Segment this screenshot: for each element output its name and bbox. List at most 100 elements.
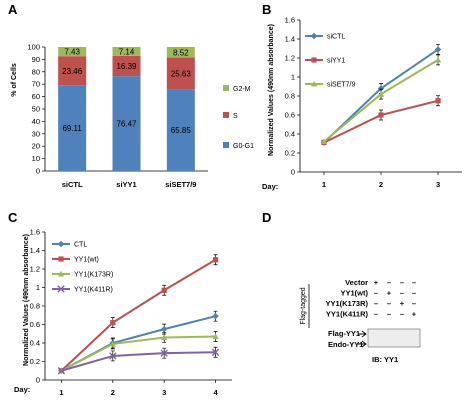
panel-c-series-line (60, 258, 217, 372)
panel-c-legend-label: YY1(K173R) (74, 272, 113, 279)
panel-c-data-point (109, 352, 117, 360)
panel-a-legend-label: S (233, 113, 238, 120)
panel-d-mark: – (374, 299, 378, 308)
panel-c-data-point (212, 333, 219, 340)
panel-b-data-point (377, 90, 385, 97)
panel-c-legend-marker (57, 285, 65, 293)
panel-b-series-line (323, 99, 439, 144)
panel-d-row-label: YY1(K173R) (325, 299, 368, 308)
panel-d-mark: – (387, 278, 391, 287)
panel-d-mark: – (412, 278, 416, 287)
panel-a-legend-label: G0-G1 (233, 143, 254, 150)
panel-b-data-point (320, 138, 328, 145)
panel-a-ytick-label: 70 (32, 80, 40, 89)
panel-c-ytick-label: 1.6 (30, 228, 40, 237)
panel-b-xtick-label: 3 (436, 180, 440, 189)
band-label-endo-yy1: Endo-YY1 (328, 340, 363, 349)
panel-c-xtick-label: 3 (162, 388, 166, 397)
panel-a-segment-label: 65.85 (171, 126, 192, 135)
panel-a-segment-label: 7.14 (119, 47, 135, 56)
panel-c-legend-marker (58, 256, 64, 262)
panel-c-legend-marker (57, 270, 65, 277)
panel-c-data-point (212, 257, 219, 263)
panel-b-legend-label: siCTL (327, 34, 345, 41)
panel-b-line-chart: Normalized Values (490nm absorbance) Day… (262, 16, 462, 191)
panel-c-data-point (211, 348, 220, 356)
panel-b-data-point (377, 85, 385, 92)
panel-d-mark: – (374, 289, 378, 298)
panel-a-legend-swatch (223, 142, 229, 148)
panel-b-legend-marker (310, 32, 318, 40)
panel-d-western-blot: Vector + – – –YY1(wt) – + – –YY1(K173R) – – + –YY1(K… (300, 278, 421, 364)
panel-d-mark: – (387, 299, 391, 308)
panel-c-ytick-label: 0.4 (30, 339, 40, 348)
panel-a-bar-segment (166, 47, 195, 58)
panel-a-segment-label: 25.63 (171, 69, 192, 78)
panel-c-data-point (212, 312, 219, 320)
panel-letter-b: B (262, 2, 271, 17)
panel-a-bar-segment (58, 85, 87, 171)
panel-a-legend-label: G2-M (233, 86, 251, 93)
panel-a-ytick-label: 80 (32, 67, 40, 76)
panel-a-segment-label: 23.46 (62, 67, 83, 76)
panel-d-mark: – (412, 289, 416, 298)
panel-c-ytick-label: 1 (36, 283, 40, 292)
panel-a-ytick-label: 60 (32, 92, 40, 101)
panel-d-mark: + (387, 289, 392, 298)
panel-b-ytick-label: 1.4 (285, 35, 295, 44)
panel-c-line-chart: Normalized Values (490nm absorbance) Day… (14, 228, 232, 397)
panel-a-legend-swatch (223, 85, 229, 91)
flag-tagged-label: Flag-tagged (300, 287, 307, 324)
panel-c-legend-marker (57, 240, 65, 248)
panel-a-ytick-label: 100 (27, 43, 40, 52)
panel-a-ylabel: % of Cells (11, 63, 18, 97)
panel-b-data-point (434, 56, 442, 63)
panel-b-data-point (434, 46, 442, 53)
panel-b-ytick-label: 0 (291, 168, 295, 177)
panel-c-data-point (161, 287, 167, 293)
panel-a-legend-swatch (223, 112, 229, 118)
panel-b-ytick-label: 0.8 (285, 92, 295, 101)
panel-c-ytick-label: 0.6 (30, 320, 40, 329)
panel-a-segment-label: 16.39 (116, 62, 137, 71)
panel-b-legend-label: siSET7/9 (327, 82, 356, 89)
panel-a-segment-label: 7.43 (64, 48, 80, 57)
panel-d-row-label: YY1(K411R) (326, 310, 369, 319)
panel-d-mark: – (400, 310, 404, 319)
panel-c-legend-label: YY1(K411R) (74, 287, 113, 294)
panel-letter-d: D (262, 210, 271, 225)
panel-a-ytick-label: 90 (32, 55, 40, 64)
panel-c-ytick-label: 0 (36, 376, 40, 385)
panel-d-mark: – (374, 310, 378, 319)
panel-c-legend-label: YY1(wt) (74, 257, 99, 264)
panel-b-legend-label: siYY1 (327, 58, 345, 65)
panel-b-legend-marker (311, 57, 317, 63)
panel-c-ytick-label: 0.2 (30, 357, 40, 366)
panel-b-ytick-label: 0.6 (285, 111, 295, 120)
panel-a-bar-segment (58, 47, 87, 57)
panel-a-segment-label: 76.47 (116, 120, 137, 129)
panel-d-row-label: YY1(wt) (340, 289, 368, 298)
panel-a-category-label: siYY1 (116, 180, 136, 189)
panel-c-data-point (160, 325, 168, 333)
panel-c-xtick-label: 4 (213, 388, 218, 397)
blot-caption: IB: YY1 (372, 355, 398, 364)
panel-d-mark: – (400, 278, 404, 287)
panel-b-ytick-label: 1.2 (285, 54, 295, 63)
panel-c-data-point (109, 340, 117, 347)
panel-b-series-line (323, 59, 439, 143)
panel-b-ytick-label: 1.6 (285, 16, 295, 25)
panel-a-bar-segment (58, 56, 87, 86)
panel-a-segment-label: 8.52 (173, 48, 189, 57)
panel-a-bar-segment (166, 89, 195, 171)
panel-b-data-point (435, 98, 441, 104)
panel-letter-c: C (8, 210, 18, 225)
panel-a-ytick-label: 40 (32, 117, 40, 126)
blot-strip (367, 328, 421, 348)
panel-c-data-point (110, 320, 116, 326)
panel-b-ytick-label: 0.4 (285, 130, 295, 139)
panel-a-ytick-label: 0 (36, 167, 40, 176)
panel-a-category-label: siCTL (62, 180, 83, 189)
panel-c-ylabel: Normalized Values (490nm absorbance) (23, 234, 30, 366)
